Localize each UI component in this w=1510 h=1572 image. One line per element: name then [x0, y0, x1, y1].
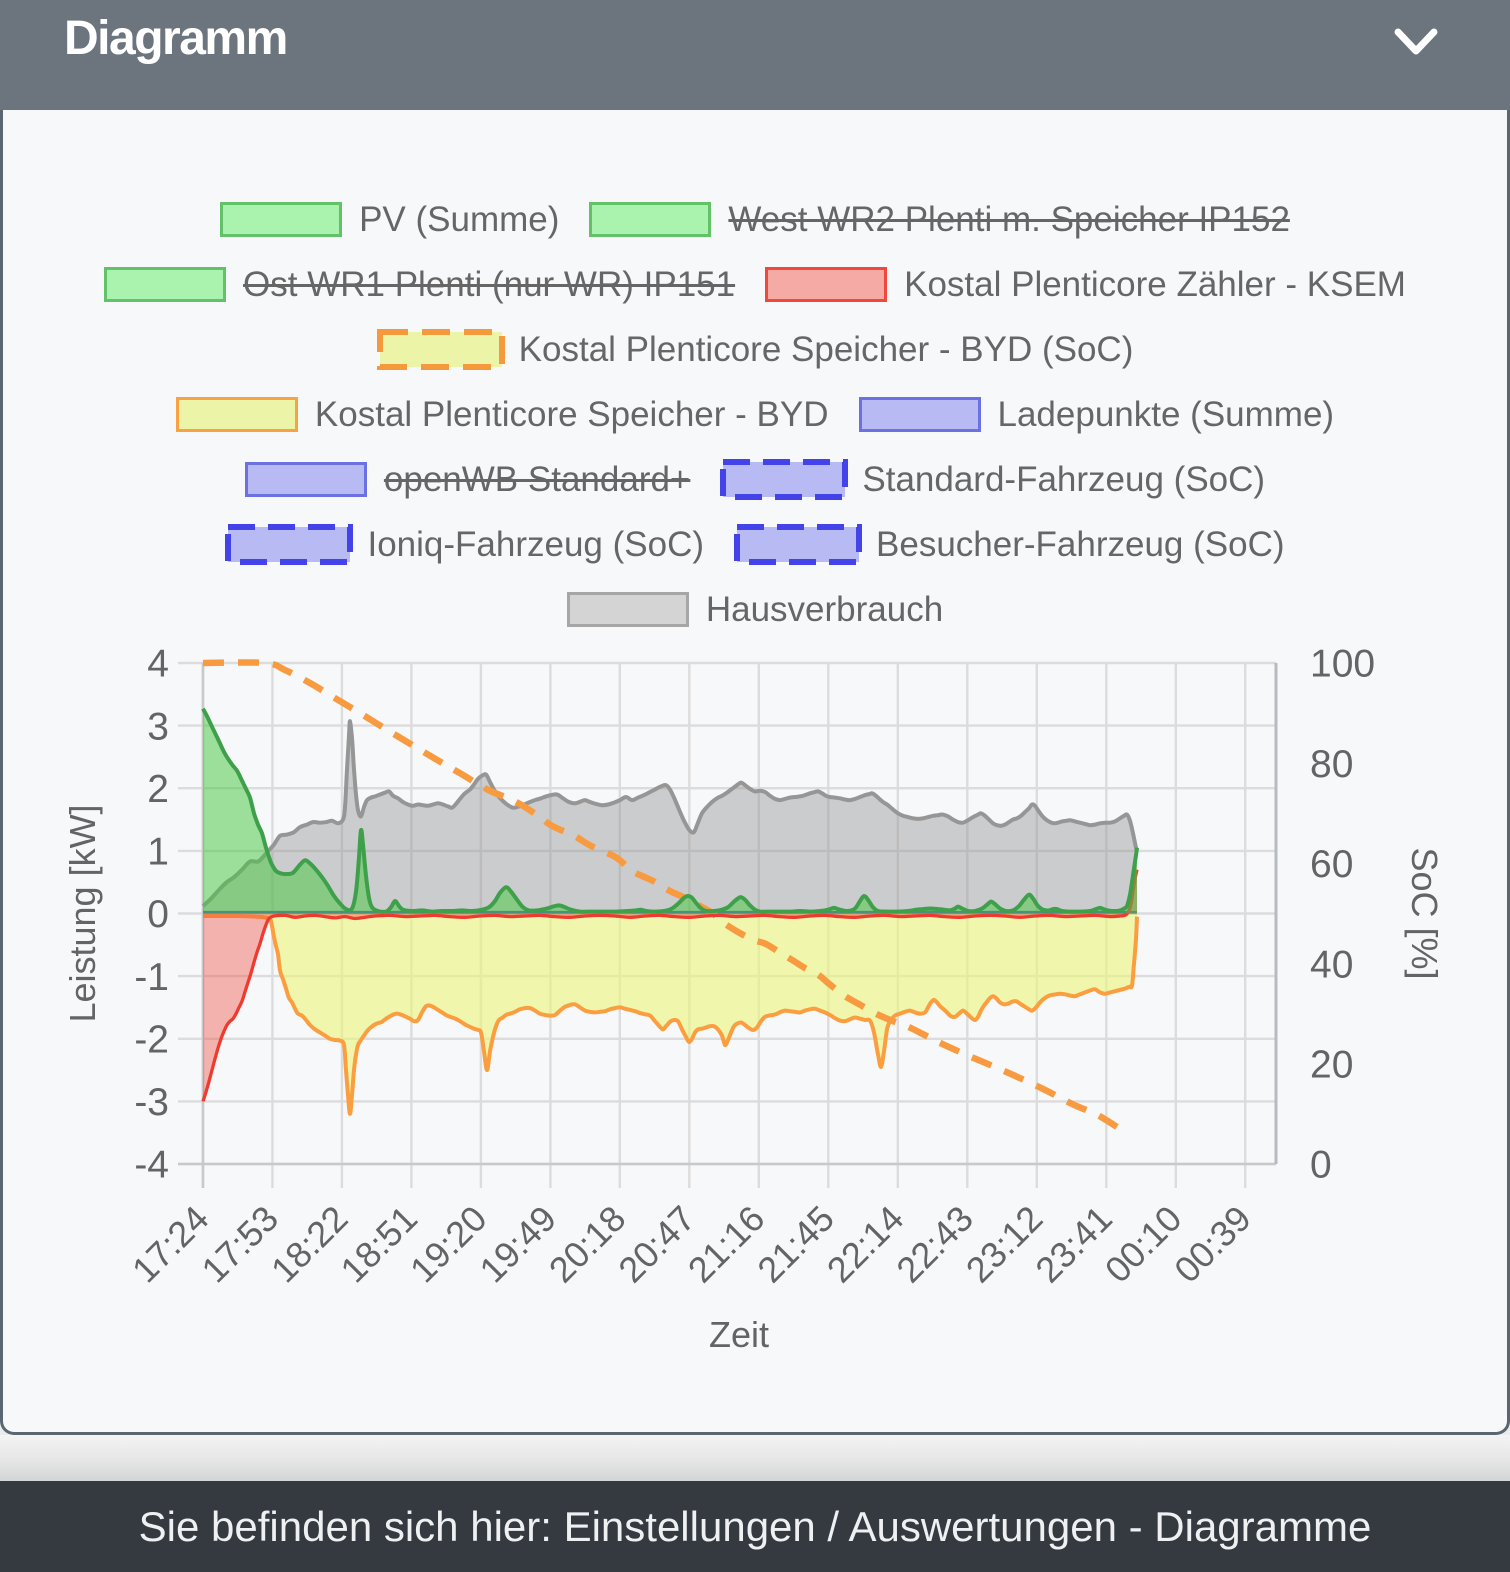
- svg-text:17:24: 17:24: [124, 1198, 217, 1291]
- svg-text:-2: -2: [134, 1018, 169, 1061]
- svg-text:80: 80: [1310, 743, 1353, 786]
- svg-text:60: 60: [1310, 843, 1353, 886]
- svg-text:17:53: 17:53: [193, 1198, 286, 1291]
- svg-text:22:14: 22:14: [819, 1198, 912, 1291]
- svg-text:00:39: 00:39: [1166, 1198, 1259, 1291]
- svg-text:Leistung [kW]: Leistung [kW]: [62, 804, 103, 1022]
- svg-text:2: 2: [147, 768, 169, 811]
- svg-text:-3: -3: [134, 1081, 169, 1124]
- svg-text:-1: -1: [134, 956, 169, 999]
- svg-text:18:22: 18:22: [263, 1198, 356, 1291]
- svg-text:23:12: 23:12: [958, 1198, 1051, 1291]
- svg-text:-4: -4: [134, 1144, 169, 1187]
- svg-text:40: 40: [1310, 943, 1353, 986]
- svg-text:1: 1: [147, 831, 169, 874]
- svg-text:0: 0: [1310, 1144, 1332, 1187]
- svg-text:3: 3: [147, 705, 169, 748]
- svg-text:19:20: 19:20: [402, 1198, 495, 1291]
- svg-text:0: 0: [147, 893, 169, 936]
- svg-text:23:41: 23:41: [1027, 1198, 1120, 1291]
- svg-text:22:43: 22:43: [888, 1198, 981, 1291]
- svg-text:SoC [%]: SoC [%]: [1404, 847, 1445, 979]
- svg-text:20: 20: [1310, 1043, 1353, 1086]
- svg-text:4: 4: [147, 643, 169, 686]
- svg-text:100: 100: [1310, 643, 1375, 686]
- svg-text:Zeit: Zeit: [709, 1314, 769, 1355]
- svg-text:20:18: 20:18: [541, 1198, 634, 1291]
- svg-text:20:47: 20:47: [610, 1198, 703, 1291]
- svg-text:00:10: 00:10: [1097, 1198, 1190, 1291]
- svg-text:21:16: 21:16: [680, 1198, 773, 1291]
- svg-text:18:51: 18:51: [332, 1198, 425, 1291]
- svg-text:19:49: 19:49: [471, 1198, 564, 1291]
- svg-text:21:45: 21:45: [749, 1198, 842, 1291]
